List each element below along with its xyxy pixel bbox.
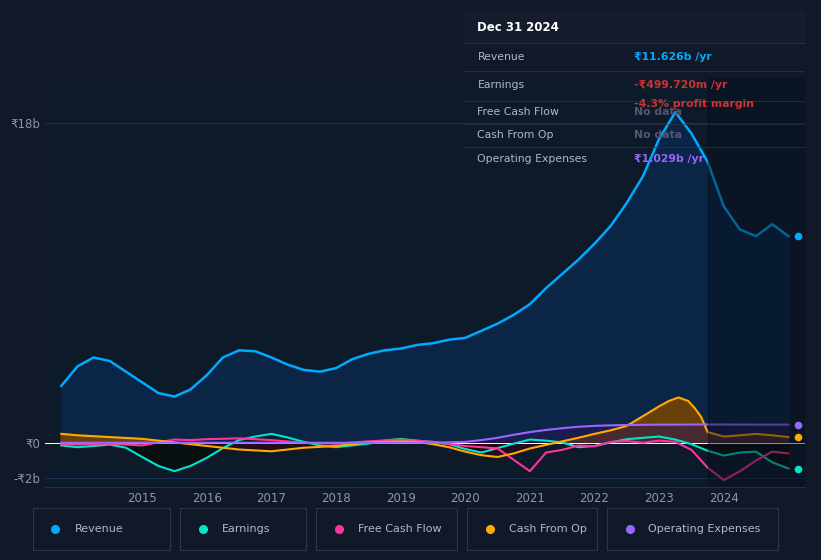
Bar [33, 508, 170, 550]
Text: No data: No data [635, 130, 682, 141]
Text: Revenue: Revenue [478, 52, 525, 62]
Text: -4.3% profit margin: -4.3% profit margin [635, 99, 754, 109]
Bar [607, 508, 778, 550]
Text: Operating Expenses: Operating Expenses [478, 154, 588, 164]
Text: Dec 31 2024: Dec 31 2024 [478, 21, 559, 34]
Text: Operating Expenses: Operating Expenses [649, 524, 761, 534]
Text: -₹499.720m /yr: -₹499.720m /yr [635, 81, 727, 90]
Text: ₹11.626b /yr: ₹11.626b /yr [635, 52, 712, 62]
Bar [464, 11, 805, 43]
Bar [180, 508, 306, 550]
Bar [316, 508, 457, 550]
Bar [708, 78, 805, 487]
Text: ₹1.029b /yr: ₹1.029b /yr [635, 154, 704, 164]
Text: Cash From Op: Cash From Op [509, 524, 586, 534]
Bar [467, 508, 597, 550]
Text: Earnings: Earnings [478, 81, 525, 90]
Text: No data: No data [635, 107, 682, 117]
Text: Free Cash Flow: Free Cash Flow [478, 107, 559, 117]
Text: Revenue: Revenue [75, 524, 123, 534]
Text: Earnings: Earnings [222, 524, 270, 534]
Text: Cash From Op: Cash From Op [478, 130, 554, 141]
Text: Free Cash Flow: Free Cash Flow [358, 524, 441, 534]
